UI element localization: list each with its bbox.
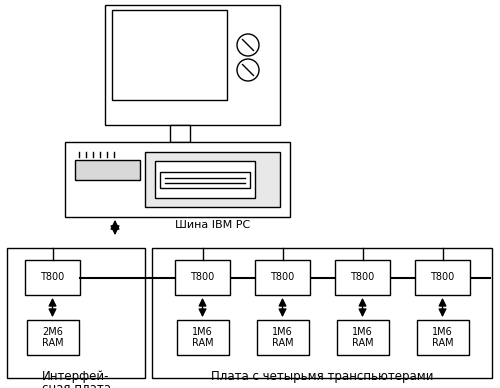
- Bar: [415, 260, 470, 295]
- Bar: [170, 125, 190, 142]
- Text: сная плата: сная плата: [42, 382, 110, 388]
- Bar: [65, 142, 290, 217]
- Bar: [416, 320, 469, 355]
- Bar: [105, 5, 280, 125]
- Bar: [255, 260, 310, 295]
- Text: 1М6
RAM: 1М6 RAM: [192, 327, 214, 348]
- Bar: [336, 320, 388, 355]
- Text: 2М6
RAM: 2М6 RAM: [42, 327, 64, 348]
- Text: Интерфей-: Интерфей-: [42, 370, 110, 383]
- Bar: [25, 260, 80, 295]
- Bar: [335, 260, 390, 295]
- Bar: [112, 10, 227, 100]
- Bar: [152, 248, 492, 378]
- Bar: [160, 171, 250, 187]
- Bar: [75, 160, 140, 180]
- Text: T800: T800: [270, 272, 294, 282]
- Text: 1М6
RAM: 1М6 RAM: [352, 327, 374, 348]
- Bar: [27, 320, 79, 355]
- Bar: [175, 260, 230, 295]
- Bar: [7, 248, 145, 378]
- Text: 1М6
RAM: 1М6 RAM: [272, 327, 293, 348]
- Text: T800: T800: [40, 272, 64, 282]
- Text: T800: T800: [190, 272, 214, 282]
- Text: Плата с четырьмя транспьютерами: Плата с четырьмя транспьютерами: [211, 370, 433, 383]
- Text: Шина IBM PC: Шина IBM PC: [175, 220, 250, 230]
- Bar: [176, 320, 229, 355]
- Text: T800: T800: [350, 272, 374, 282]
- Bar: [256, 320, 308, 355]
- Text: T800: T800: [430, 272, 454, 282]
- Bar: [155, 161, 255, 198]
- Bar: [145, 152, 280, 207]
- Text: 1М6
RAM: 1М6 RAM: [432, 327, 454, 348]
